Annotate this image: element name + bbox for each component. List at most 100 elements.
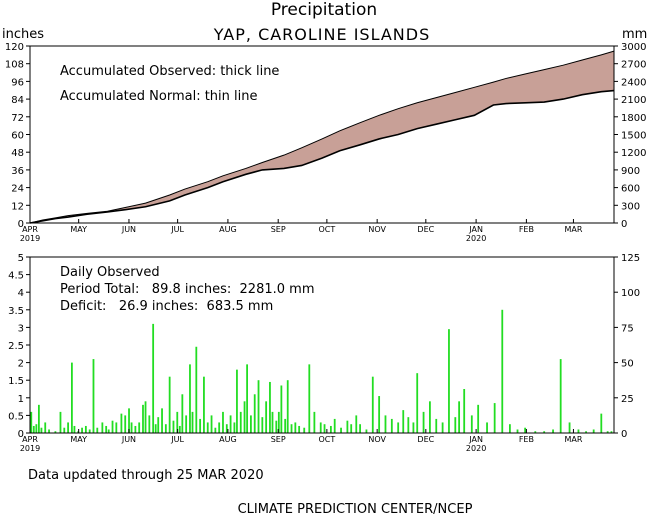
daily-bar [35,424,38,433]
daily-bar [134,425,137,433]
daily-bar [107,429,110,433]
y-left-tick-label: 84 [11,95,24,106]
daily-bar [206,422,209,433]
daily-bar [303,427,306,433]
chart-subtitle: YAP, CAROLINE ISLANDS [213,25,430,44]
y-left-tick-label: 1.5 [8,376,24,387]
daily-bar [610,431,613,433]
daily-bar [552,429,554,433]
daily-bar [261,417,264,433]
daily-bar [250,415,252,433]
daily-bar [115,422,118,433]
daily-bar [59,411,62,433]
month-label: MAY [70,225,87,234]
y-right-tick-label: 50 [621,359,634,370]
daily-bar [458,401,461,433]
daily-bar [246,364,248,433]
daily-bar [214,427,217,433]
daily-bar [501,309,504,433]
daily-bar [524,427,527,433]
daily-bar [185,415,188,433]
accumulated-plot-area [29,50,615,224]
year-label: 2020 [466,444,486,453]
daily-bar [54,431,57,433]
daily-bar [181,394,184,433]
month-label: AUG [219,435,237,444]
daily-bar [284,418,287,433]
daily-bar [225,424,228,433]
daily-bar [96,427,99,433]
daily-bar [265,401,268,433]
month-label: MAR [564,435,582,444]
month-label: JUN [121,435,136,444]
daily-bar [340,427,342,433]
daily-bar [124,415,127,433]
daily-bar [371,376,374,433]
daily-bar [44,422,47,433]
y-left-tick-label: 4 [18,288,24,299]
daily-bar [157,417,160,433]
month-label: JAN [468,435,483,444]
daily-observed-label: Daily Observed [60,265,160,280]
daily-bar [81,427,83,433]
chart-title: Precipitation [271,0,377,20]
daily-bar [280,385,283,433]
y-right-tick-label: 75 [621,323,634,334]
daily-bar [346,420,349,433]
daily-bar [144,401,147,433]
month-label: FEB [519,225,534,234]
daily-bar [48,429,50,433]
y-left-tick-label: 0 [18,429,24,440]
daily-bar [253,394,256,433]
y-left-tick-label: 96 [11,77,24,88]
month-label: SEP [271,225,286,234]
daily-plot-area [30,309,613,433]
daily-bar [239,411,242,433]
month-label: JUL [170,435,184,444]
daily-bar [559,359,562,433]
daily-bar [236,369,238,433]
daily-bar [378,396,381,433]
legend-normal-note: Accumulated Normal: thin line [60,89,258,104]
daily-bar [359,424,361,433]
daily-bar [67,422,69,433]
daily-bar [355,415,358,433]
y-right-tick-label: 1500 [621,131,646,142]
daily-bar [534,431,537,433]
month-label: MAY [70,435,87,444]
daily-bar [138,422,141,433]
daily-bar [298,425,301,433]
month-label: SEP [271,435,286,444]
daily-bar [397,422,400,433]
y-left-tick-label: 0.5 [8,411,24,422]
daily-bar [329,425,332,433]
daily-bar [154,424,157,433]
daily-bar [70,362,73,433]
observed-line [29,89,615,224]
month-label: APR [22,435,38,444]
daily-bar [429,401,431,433]
daily-bar [508,424,511,433]
y-right-tick-label: 1200 [621,148,646,159]
daily-bar [257,380,260,433]
month-label: DEC [417,435,434,444]
daily-bar [313,411,316,433]
daily-bar [195,346,198,433]
credit-text: CLIMATE PREDICTION CENTER/NCEP [238,502,473,517]
daily-bar [148,415,151,433]
daily-bar [402,410,405,433]
y-right-tick-label: 25 [621,394,634,405]
y-left-tick-label: 2.5 [8,341,24,352]
daily-bar [277,411,280,433]
daily-bar [275,420,278,433]
daily-bar [218,422,221,433]
daily-bar [463,389,466,433]
y-right-tick-label: 1800 [621,113,646,124]
daily-bar [152,323,155,433]
daily-bar [30,411,33,433]
period-total-text: Period Total: 89.8 inches: 2281.0 mm [60,282,314,297]
daily-bar [323,424,326,433]
y-right-tick-label: 125 [621,253,640,264]
month-label: NOV [368,225,386,234]
